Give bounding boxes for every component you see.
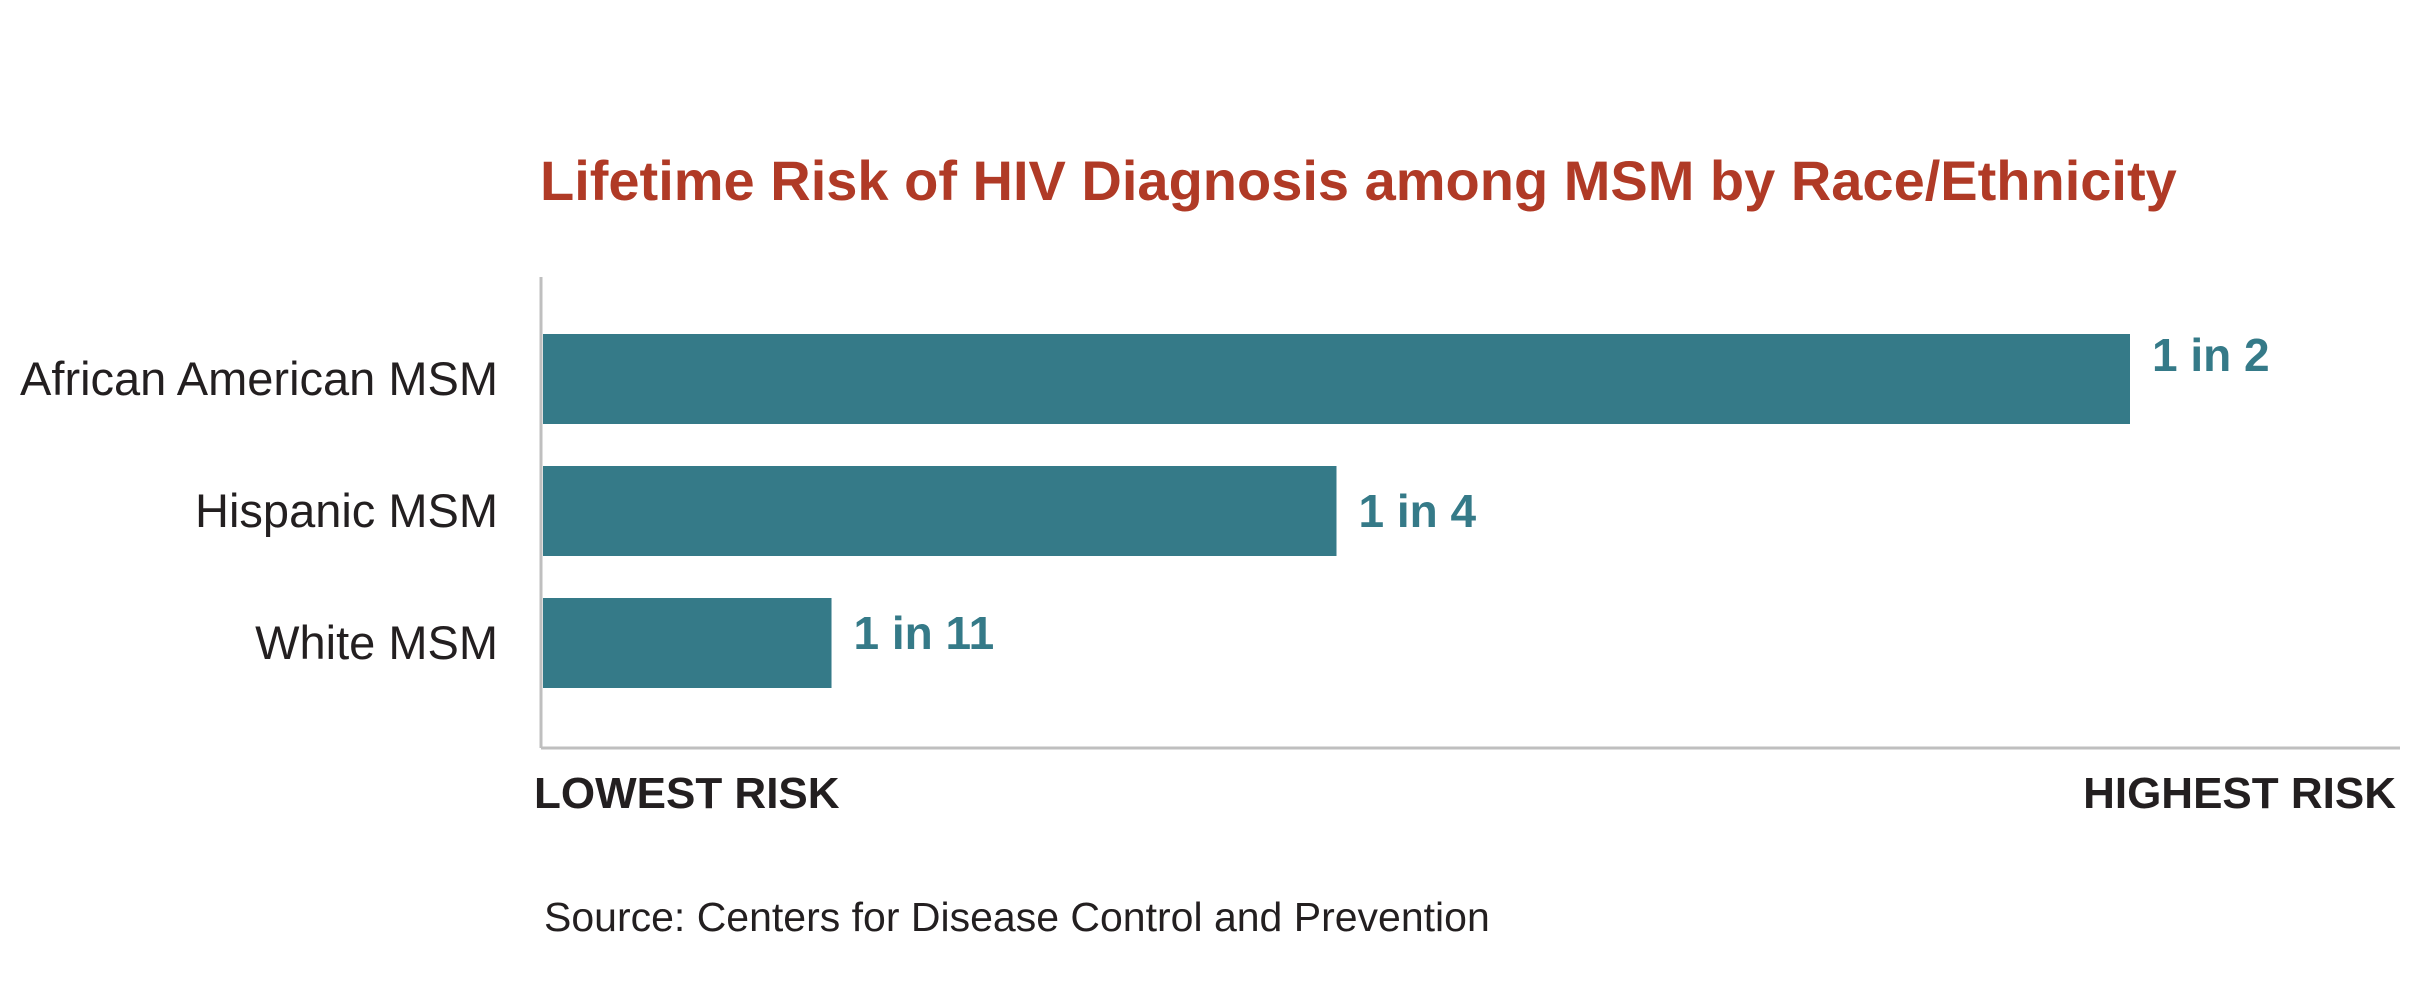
bar-value-label: 1 in 11 <box>854 607 995 659</box>
bar <box>543 598 832 688</box>
chart-title: Lifetime Risk of HIV Diagnosis among MSM… <box>540 149 2177 212</box>
bar <box>543 334 2130 424</box>
x-axis-low-label: LOWEST RISK <box>534 769 840 818</box>
category-label: White MSM <box>255 616 498 669</box>
category-label: African American MSM <box>20 352 498 405</box>
source-note: Source: Centers for Disease Control and … <box>544 894 1490 940</box>
bar-value-label: 1 in 4 <box>1359 485 1477 537</box>
bars: African American MSM 1 in 2 Hispanic MSM 1 … <box>20 329 2270 688</box>
category-label: Hispanic MSM <box>195 484 498 537</box>
bar <box>543 466 1337 556</box>
bar-value-label: 1 in 2 <box>2152 329 2270 381</box>
x-axis-high-label: HIGHEST RISK <box>2083 769 2396 818</box>
